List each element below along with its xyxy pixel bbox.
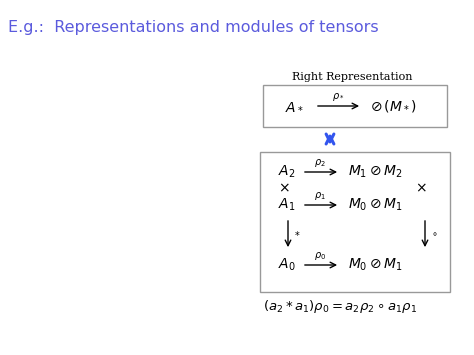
Text: $\rho_1$: $\rho_1$ (314, 190, 326, 202)
Text: $A_2$: $A_2$ (278, 164, 295, 180)
Bar (263, 85, 447, 127)
Bar (260, 152, 450, 292)
Text: $\times$: $\times$ (278, 181, 290, 195)
Text: $A_1$: $A_1$ (278, 197, 295, 213)
Text: $A_0$: $A_0$ (278, 257, 296, 273)
Text: $\rho_2$: $\rho_2$ (314, 157, 326, 169)
Text: $\circ$: $\circ$ (431, 229, 438, 239)
Text: $M_0 \oslash M_1$: $M_0 \oslash M_1$ (348, 257, 403, 273)
Text: $\rho_*$: $\rho_*$ (332, 91, 344, 103)
Text: $\rho_0$: $\rho_0$ (314, 250, 326, 262)
Text: $M_0 \oslash M_1$: $M_0 \oslash M_1$ (348, 197, 403, 213)
Text: $A_*$: $A_*$ (285, 99, 304, 113)
Text: $M_1 \oslash M_2$: $M_1 \oslash M_2$ (348, 164, 403, 180)
Text: $*$: $*$ (294, 229, 301, 239)
Text: E.g.:  Representations and modules of tensors: E.g.: Representations and modules of ten… (8, 20, 379, 35)
Text: Right Representation: Right Representation (292, 72, 412, 82)
Text: $\oslash\,(M_*)$: $\oslash\,(M_*)$ (370, 98, 417, 114)
Text: $(a_2 * a_1)\rho_0 = a_2\rho_2 \circ a_1\rho_1$: $(a_2 * a_1)\rho_0 = a_2\rho_2 \circ a_1… (263, 298, 417, 315)
Text: $\times$: $\times$ (415, 181, 427, 195)
